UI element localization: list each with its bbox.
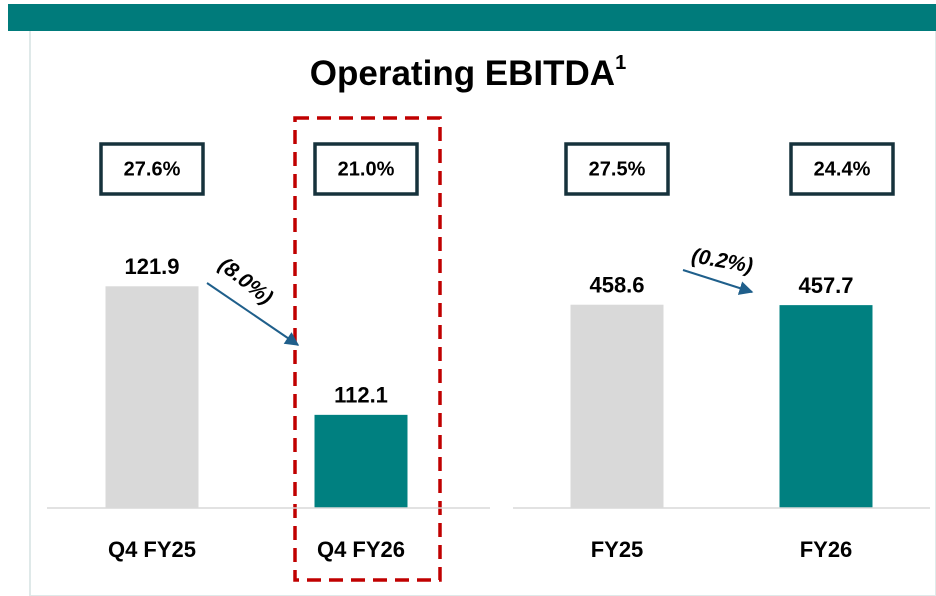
margin-label: 27.5% — [589, 158, 646, 180]
margin-label: 21.0% — [338, 158, 395, 180]
header-bar — [8, 4, 936, 31]
bar — [105, 286, 199, 508]
title-text: Operating EBITDA — [310, 54, 615, 93]
x-tick-label: FY25 — [591, 537, 644, 562]
value-label: 112.1 — [334, 383, 388, 408]
margin-box — [313, 142, 419, 196]
chart-title: Operating EBITDA1 — [310, 52, 626, 93]
margin-box — [564, 142, 670, 196]
highlight-box — [293, 116, 442, 582]
value-label: 457.7 — [798, 273, 853, 298]
margin-label: 24.4% — [814, 158, 871, 180]
margin-box — [99, 142, 205, 196]
bar — [779, 305, 873, 508]
change-arrow — [682, 269, 754, 295]
bar — [570, 304, 664, 508]
x-tick-label: Q4 FY25 — [108, 537, 196, 562]
x-tick-label: Q4 FY26 — [317, 537, 405, 562]
value-label: 458.6 — [589, 273, 644, 298]
value-label: 121.9 — [124, 254, 179, 279]
x-tick-label: FY26 — [800, 537, 853, 562]
title-footnote: 1 — [615, 52, 626, 74]
change-arrow — [206, 282, 300, 346]
margin-label: 27.6% — [124, 158, 181, 180]
margin-box — [789, 142, 895, 196]
bar — [314, 414, 408, 508]
